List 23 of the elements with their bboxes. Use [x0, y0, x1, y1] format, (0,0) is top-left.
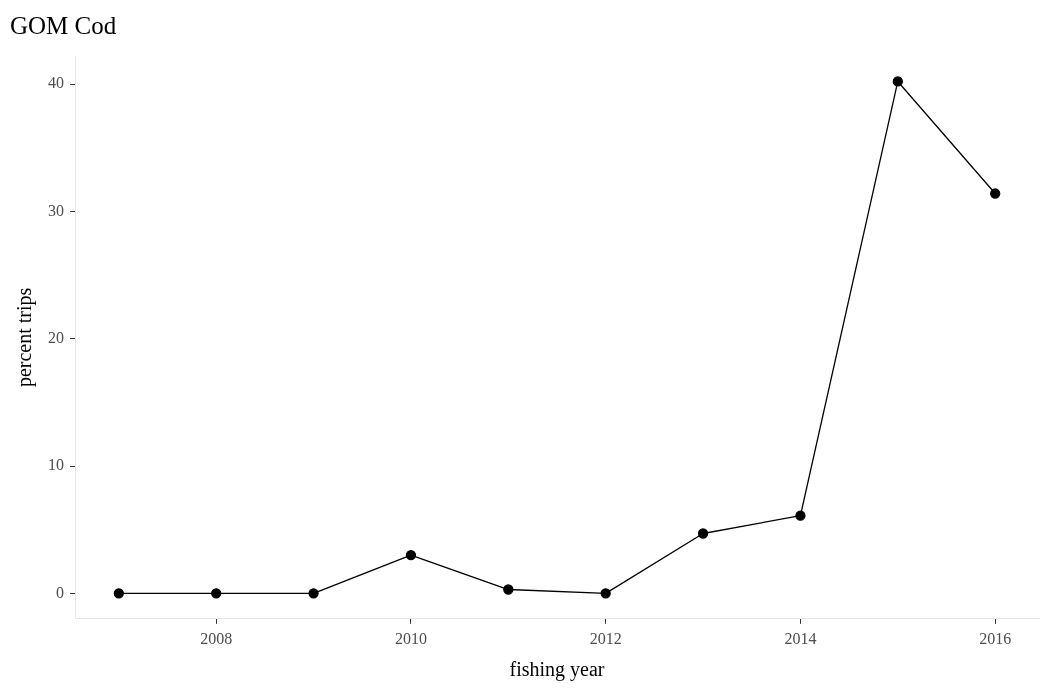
point	[600, 588, 611, 599]
point	[503, 584, 514, 595]
chart-title: GOM Cod	[10, 11, 117, 39]
point	[308, 588, 319, 599]
point	[892, 76, 903, 87]
point	[211, 588, 222, 599]
point	[113, 588, 124, 599]
y-axis-title: percent trips	[13, 287, 37, 388]
x-axis-title: fishing year	[509, 658, 605, 682]
y-tick-label: 30	[48, 201, 64, 219]
y-tick-label: 0	[56, 583, 64, 601]
point	[697, 528, 709, 539]
point	[405, 549, 417, 561]
x-tick-label: 2014	[784, 629, 817, 647]
point	[795, 510, 806, 521]
x-tick-label: 2010	[394, 629, 427, 647]
y-tick-label: 10	[48, 456, 64, 474]
point	[990, 188, 1001, 199]
x-tick-label: 2008	[200, 629, 233, 647]
x-tick-label: 2016	[979, 629, 1012, 647]
x-tick-label: 2012	[589, 629, 622, 647]
y-tick-label: 20	[48, 328, 64, 346]
y-tick-label: 40	[48, 74, 64, 92]
